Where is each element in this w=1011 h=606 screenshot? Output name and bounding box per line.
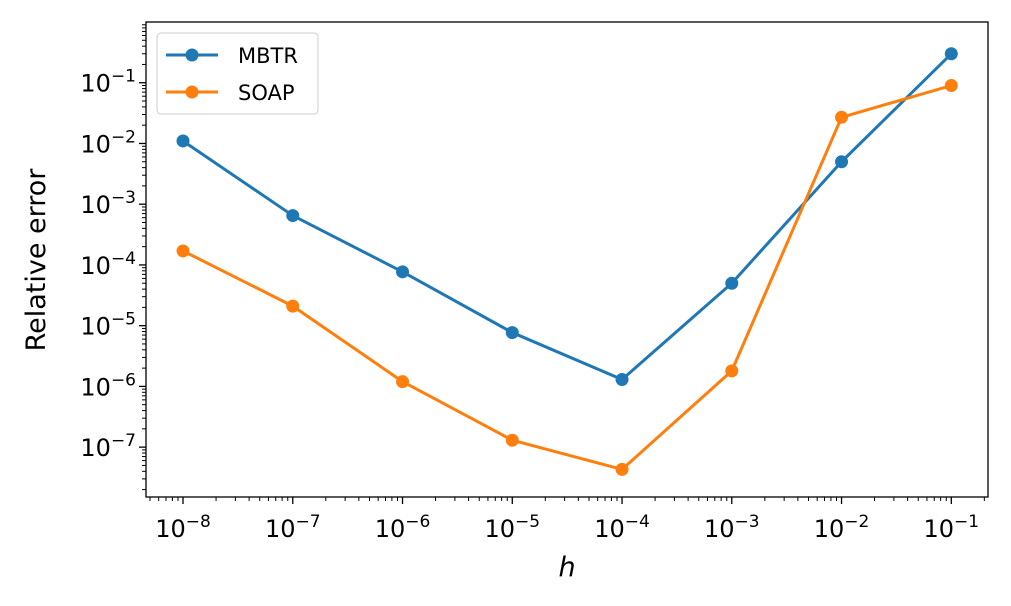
y-axis-ticks: 10−710−610−510−410−310−210−1 — [80, 24, 146, 491]
y-tick-label-base: 10 — [80, 373, 111, 401]
mbtr-point — [944, 47, 958, 61]
y-tick-label-base: 10 — [80, 252, 111, 280]
x-axis-label: h — [558, 552, 575, 583]
x-tick-label: 10−3 — [704, 512, 760, 543]
x-axis-ticks: 10−8 10−7 10−6 10−5 10−4 10−3 10−2 10−1 — [149, 497, 985, 543]
y-tick-label: 10−3 — [80, 188, 136, 219]
x-tick-label: 10−1 — [923, 512, 979, 543]
mbtr-point — [396, 265, 410, 279]
legend: MBTR SOAP — [156, 32, 319, 115]
soap-point — [725, 364, 739, 378]
y-tick-label: 10−5 — [80, 310, 136, 341]
y-tick-label-base: 10 — [80, 70, 111, 98]
y-tick-label-exponent: −1 — [111, 67, 136, 87]
soap-point — [615, 462, 629, 476]
y-tick-label-exponent: −5 — [111, 310, 136, 330]
x-tick-label-exponent: −8 — [186, 512, 211, 532]
mbtr-series-line — [182, 52, 953, 381]
soap-point — [286, 299, 300, 313]
y-tick-label-base: 10 — [80, 191, 111, 219]
x-tick-label-base: 10 — [594, 515, 625, 543]
x-tick-label-base: 10 — [375, 515, 406, 543]
legend-soap-marker — [185, 85, 199, 99]
x-tick-label-exponent: −5 — [515, 512, 540, 532]
legend-soap-label: SOAP — [238, 81, 295, 105]
x-tick-label-exponent: −2 — [844, 512, 869, 532]
mbtr-point — [505, 326, 519, 340]
x-tick-label-base: 10 — [265, 515, 296, 543]
y-tick-label-base: 10 — [80, 434, 111, 462]
y-tick-label-exponent: −6 — [111, 370, 136, 390]
x-tick-label-exponent: −1 — [954, 512, 979, 532]
mbtr-point — [615, 372, 629, 386]
y-tick-label-exponent: −3 — [111, 188, 136, 208]
soap-point — [396, 375, 410, 389]
x-tick-label-base: 10 — [814, 515, 845, 543]
x-tick-label-exponent: −7 — [296, 512, 321, 532]
legend-entries: MBTR SOAP — [166, 44, 298, 105]
x-tick-label-exponent: −3 — [735, 512, 760, 532]
soap-point — [505, 433, 519, 447]
y-tick-label-exponent: −7 — [111, 431, 136, 451]
legend-mbtr-label: MBTR — [238, 44, 298, 68]
mbtr-point — [725, 276, 739, 290]
x-tick-label: 10−7 — [265, 512, 321, 543]
soap-point — [944, 79, 958, 93]
x-tick-label: 10−8 — [155, 512, 211, 543]
x-tick-label-base: 10 — [704, 515, 735, 543]
x-tick-label: 10−5 — [484, 512, 540, 543]
soap-point — [176, 244, 190, 258]
soap-point — [835, 110, 849, 124]
y-axis-label: Relative error — [21, 168, 52, 352]
mbtr-point — [176, 134, 190, 148]
y-tick-label: 10−1 — [80, 67, 136, 98]
y-tick-label: 10−4 — [80, 249, 136, 280]
x-tick-label: 10−2 — [814, 512, 870, 543]
soap-series-line — [182, 84, 952, 471]
x-tick-label-exponent: −6 — [405, 512, 430, 532]
y-tick-label: 10−7 — [80, 431, 136, 462]
x-tick-label-base: 10 — [923, 515, 954, 543]
mbtr-point — [835, 155, 849, 169]
y-tick-label-base: 10 — [80, 130, 111, 158]
y-tick-label: 10−2 — [80, 127, 136, 158]
x-tick-label-base: 10 — [155, 515, 186, 543]
plot-frame — [145, 21, 989, 498]
legend-mbtr-marker — [185, 48, 199, 62]
y-tick-label-exponent: −4 — [111, 249, 136, 269]
y-tick-label-base: 10 — [80, 313, 111, 341]
plot-lines — [182, 52, 953, 471]
x-tick-label: 10−6 — [375, 512, 431, 543]
y-tick-label-exponent: −2 — [111, 127, 136, 147]
plot-markers — [176, 47, 958, 476]
x-tick-label-exponent: −4 — [625, 512, 650, 532]
y-tick-label: 10−6 — [80, 370, 136, 401]
mbtr-point — [286, 209, 300, 223]
x-tick-label-base: 10 — [484, 515, 515, 543]
x-tick-label: 10−4 — [594, 512, 650, 543]
